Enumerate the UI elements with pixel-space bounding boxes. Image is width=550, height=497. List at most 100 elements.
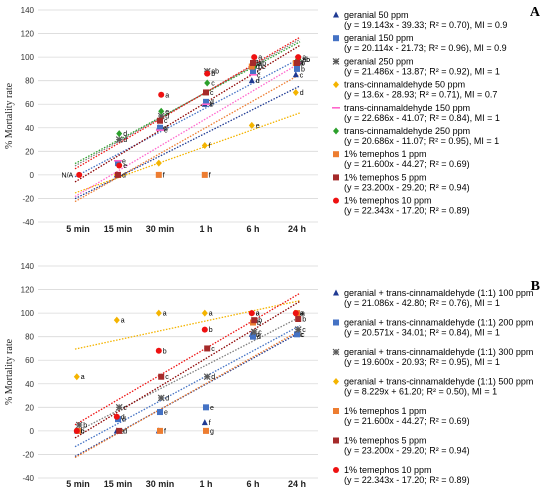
- data-point: [201, 326, 208, 333]
- data-label: f: [163, 172, 165, 179]
- data-point: [115, 403, 123, 411]
- data-label: f: [164, 428, 166, 435]
- legend-marker: [333, 151, 339, 158]
- y-tick-label: 100: [21, 53, 35, 62]
- data-label: f: [209, 143, 211, 150]
- data-label: a: [163, 311, 167, 318]
- trend-line: [74, 36, 301, 170]
- data-point: [75, 421, 83, 429]
- data-label: c: [81, 428, 85, 435]
- data-point: [202, 103, 210, 106]
- trend-line: [74, 316, 301, 434]
- data-point: [249, 73, 257, 76]
- data-label: b: [301, 61, 305, 68]
- y-tick-label: 120: [21, 30, 35, 39]
- data-label: ab: [302, 57, 310, 64]
- data-label: a: [258, 55, 262, 62]
- data-point: [157, 117, 163, 124]
- y-tick-label: 60: [25, 356, 34, 365]
- y-tick-label: -20: [22, 194, 34, 203]
- legend-entry-equation: (y = 8.229x + 61.20; R² = 0.50), MI = 1: [344, 387, 497, 397]
- legend-entry-name: 1% temephos 1 ppm: [344, 149, 427, 159]
- legend-entry-equation: (y = 20.571x - 34.01; R² = 0.84), MI = 1: [344, 328, 500, 338]
- data-point: [73, 373, 80, 381]
- legend-marker: [332, 57, 340, 65]
- data-point: [250, 60, 256, 66]
- data-point: [201, 419, 208, 426]
- data-point: [251, 54, 258, 61]
- y-tick-label: 40: [25, 124, 34, 133]
- x-category-label: 1 h: [199, 224, 212, 234]
- x-category-label: 24 h: [288, 224, 306, 234]
- legend-entry-name: 1% temephos 5 ppm: [344, 436, 427, 446]
- data-label: c: [301, 332, 305, 339]
- data-point: [203, 98, 209, 105]
- data-point: [157, 124, 163, 131]
- data-label: d: [123, 428, 127, 435]
- data-point: [201, 141, 208, 149]
- data-label: d: [165, 395, 169, 402]
- legend-marker: [333, 289, 339, 296]
- data-label: N/A: [62, 172, 74, 179]
- y-tick-label: -40: [22, 218, 34, 227]
- legend-entry-equation: (y = 23.200x - 29.20; R² = 0.94): [344, 182, 470, 192]
- data-point: [155, 171, 162, 178]
- data-label: c: [211, 346, 215, 353]
- data-point: [294, 326, 302, 334]
- data-label: f: [209, 420, 211, 427]
- data-label: c: [300, 332, 304, 339]
- data-label: c: [164, 118, 168, 125]
- data-label: a: [256, 311, 260, 318]
- data-label: b: [81, 428, 85, 435]
- data-point: [158, 373, 165, 380]
- legend-marker: [333, 467, 339, 473]
- trend-line: [74, 57, 301, 178]
- data-label: c: [257, 69, 261, 76]
- data-point: [294, 65, 300, 72]
- legend-entry-equation: (y = 19.143x - 39.33; R² = 0.70), MI = 0…: [344, 20, 507, 30]
- data-point: [157, 409, 163, 416]
- legend-marker: [333, 174, 339, 181]
- data-point: [116, 427, 123, 434]
- legend-entry-name: 1% temephos 5 ppm: [344, 172, 427, 182]
- trend-line: [74, 73, 301, 203]
- legend-entry-equation: (y = 21.086x - 42.80; R² = 0.76), MI = 1: [344, 298, 500, 308]
- data-label: a: [302, 55, 306, 62]
- data-label: c: [211, 81, 215, 88]
- data-point: [294, 60, 300, 66]
- panel-b: -40 -20 0 20 40 60 80 100 120 140 5 min 15 min 30 mi…: [4, 262, 540, 489]
- legend-entry-name: trans-cinnamaldehyde 250 ppm: [344, 126, 470, 136]
- y-tick-label: -40: [22, 474, 34, 483]
- data-label: d: [211, 374, 215, 381]
- data-label: d: [256, 78, 260, 85]
- trend-line: [74, 44, 301, 183]
- data-label: d: [122, 172, 126, 179]
- data-point: [250, 333, 256, 340]
- panel-label: B: [531, 279, 540, 294]
- data-point: [73, 427, 80, 434]
- data-label: a: [165, 92, 169, 99]
- x-category-label: 15 min: [104, 224, 133, 234]
- legend-entry-name: geranial 250 ppm: [344, 56, 414, 66]
- data-label: c: [300, 72, 304, 79]
- data-label: d: [210, 99, 214, 106]
- data-label: b: [301, 66, 305, 73]
- trend-line: [74, 329, 301, 459]
- data-label: e: [165, 109, 169, 116]
- legend-marker: [333, 408, 339, 414]
- data-point: [76, 171, 83, 178]
- data-label: d: [257, 334, 261, 341]
- data-point: [203, 404, 209, 411]
- legend-entry-name: geranial + trans-cinnamaldehyde (1:1) 50…: [344, 377, 533, 387]
- data-label: b: [163, 348, 167, 355]
- legend-marker: [333, 319, 339, 326]
- legend-marker: [332, 348, 340, 356]
- data-point: [292, 71, 299, 78]
- data-label: c: [163, 125, 167, 132]
- y-tick-label: 140: [21, 6, 35, 15]
- legend-entry-equation: (y = 19.600x - 20.93; R² = 0.95), MI = 1: [344, 357, 500, 367]
- data-label: d: [165, 114, 169, 121]
- data-point: [292, 88, 299, 96]
- data-label: d: [300, 90, 304, 97]
